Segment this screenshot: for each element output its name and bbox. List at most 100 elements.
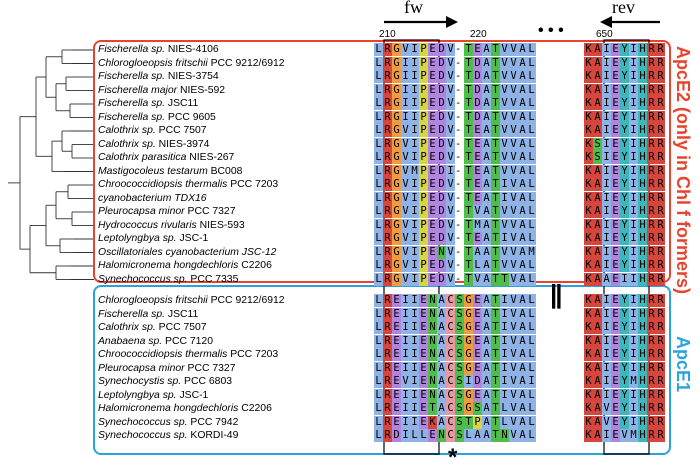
residue: V xyxy=(500,259,509,272)
residue: R xyxy=(383,259,392,272)
residue: K xyxy=(584,334,593,348)
residue: P xyxy=(419,205,428,218)
residue: I xyxy=(500,178,509,191)
species-label: Pleurocapsa minor PCC 7327 xyxy=(98,362,373,375)
residue: R xyxy=(383,348,392,361)
residue: R xyxy=(383,307,392,321)
residue: T xyxy=(464,124,473,137)
apce1-group-label: ApcE1 xyxy=(673,336,693,393)
residue: R xyxy=(647,164,656,178)
residue: A xyxy=(518,218,527,232)
residue: D xyxy=(392,429,401,442)
residue: I xyxy=(410,272,419,286)
strain-name: C2206 xyxy=(238,403,272,414)
residue: T xyxy=(491,124,500,137)
strain-name: JSC11 xyxy=(165,98,199,109)
residue: E xyxy=(428,70,437,83)
residue: E xyxy=(611,429,620,442)
residue: A xyxy=(518,294,527,307)
residue: D xyxy=(437,151,446,164)
residue: K xyxy=(584,97,593,110)
residue: V xyxy=(401,218,410,232)
residue: V xyxy=(509,218,518,232)
residue: T xyxy=(491,429,500,442)
sequence-segment-fw: L R G V I P E D V- T L A T V V A L xyxy=(374,259,536,272)
residue: D xyxy=(473,375,482,388)
residue: E xyxy=(428,124,437,137)
residue: R xyxy=(647,97,656,110)
species-label: cyanobacterium TDX16 xyxy=(98,192,373,205)
species-name: Pleurocapsa minor xyxy=(98,206,185,217)
residue: A xyxy=(482,259,491,272)
residue: S xyxy=(455,321,464,334)
residue: G xyxy=(392,232,401,245)
species-name: Leptolyngbya sp. xyxy=(98,233,177,244)
residue: R xyxy=(656,70,665,83)
residue: R xyxy=(383,218,392,232)
residue: D xyxy=(473,70,482,83)
residue: E xyxy=(611,178,620,191)
residue: R xyxy=(647,321,656,334)
residue: I xyxy=(620,272,629,286)
residue: L xyxy=(527,321,536,334)
residue: N xyxy=(428,307,437,321)
residue: E xyxy=(392,294,401,307)
residue: I xyxy=(410,348,419,361)
residue: I xyxy=(401,348,410,361)
residue: E xyxy=(392,402,401,415)
residue: L xyxy=(527,294,536,307)
residue: T xyxy=(491,97,500,110)
residue: K xyxy=(584,205,593,218)
residue: E xyxy=(611,388,620,402)
residue: E xyxy=(611,43,620,56)
residue: I xyxy=(629,307,638,321)
residue: I xyxy=(500,307,509,321)
residue: L xyxy=(374,232,383,245)
residue: A xyxy=(518,178,527,191)
strain-name: NIES-592 xyxy=(177,84,226,96)
residue: E xyxy=(428,218,437,232)
residue: T xyxy=(491,137,500,151)
residue: P xyxy=(419,110,428,124)
residue: I xyxy=(629,83,638,97)
strain-name: NIES-4106 xyxy=(165,44,219,55)
residue: A xyxy=(593,70,602,83)
residue: Y xyxy=(620,361,629,375)
residue: I xyxy=(401,110,410,124)
residue: V xyxy=(509,124,518,137)
residue: K xyxy=(584,307,593,321)
residue: L xyxy=(527,402,536,415)
species-name: Calothrix sp. xyxy=(98,125,156,136)
residue: D xyxy=(473,56,482,70)
residue: E xyxy=(473,191,482,205)
residue: T xyxy=(464,272,473,286)
residue: R xyxy=(647,272,656,286)
residue: V xyxy=(500,43,509,56)
residue: K xyxy=(584,232,593,245)
species-name: Fischerella sp. xyxy=(98,71,165,82)
residue: E xyxy=(611,97,620,110)
residue: A xyxy=(518,124,527,137)
residue: A xyxy=(482,56,491,70)
residue: M xyxy=(473,218,482,232)
residue: - xyxy=(455,97,462,109)
residue: R xyxy=(656,375,665,388)
residue: R xyxy=(647,294,656,307)
residue: - xyxy=(455,191,462,204)
residue: A xyxy=(593,191,602,205)
species-label: Pleurocapsa minor PCC 7327 xyxy=(98,205,373,218)
fw-arrow xyxy=(384,16,458,28)
residue: A xyxy=(437,375,446,388)
residue: R xyxy=(656,164,665,178)
residue: L xyxy=(527,361,536,375)
residue: L xyxy=(374,388,383,402)
residue: A xyxy=(482,402,491,415)
residue: R xyxy=(656,110,665,124)
residue: A xyxy=(437,402,446,415)
residue: I xyxy=(500,232,509,245)
residue: A xyxy=(593,218,602,232)
residue: N xyxy=(428,294,437,307)
